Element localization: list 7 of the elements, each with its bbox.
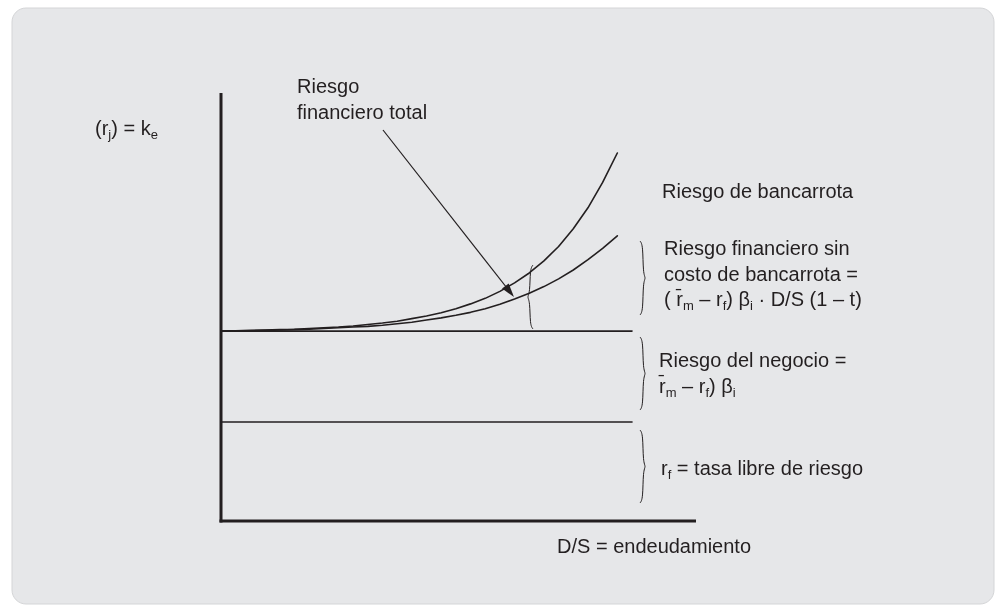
x-axis-title: D/S = endeudamiento (557, 535, 752, 557)
text: Riesgo financiero total (297, 75, 428, 123)
y-axis-title: (r$_{j}$) = k$_{e}$ (95, 117, 158, 142)
text: r$_{f}$ = tasa libre de riesgo (661, 457, 864, 482)
text: Riesgo de bancarrota (662, 180, 855, 202)
text: Riesgo financiero sin costo de bancarrota = ( r̄$_{m}$ – r$_{f}$) β$_{i}$ · D/S (1 – t) (664, 237, 862, 313)
text: Riesgo del negocio = r̄$_{m}$ – r$_{f}$) β$_{i}$ (658, 349, 847, 400)
